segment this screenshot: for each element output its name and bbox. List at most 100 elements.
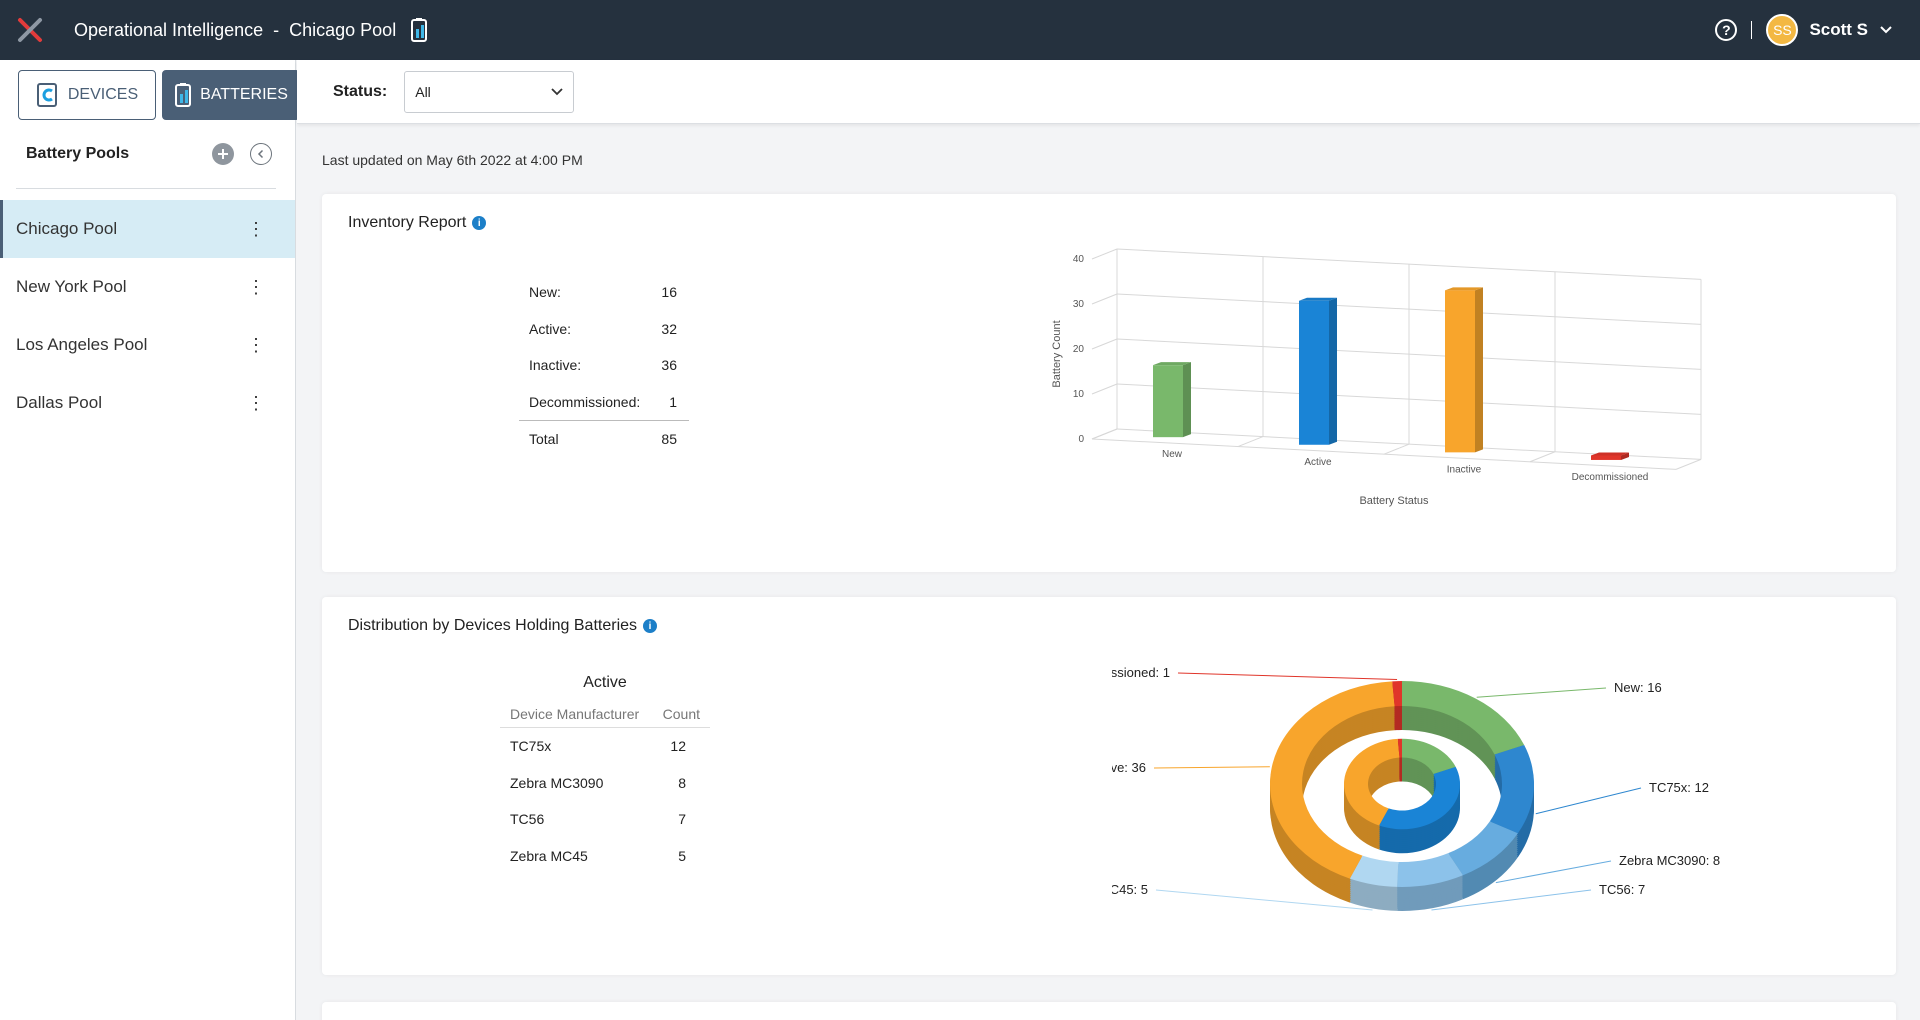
top-bar: Operational Intelligence - Chicago Pool …: [0, 0, 1920, 60]
pool-item-chicago[interactable]: Chicago Pool ⋮: [0, 200, 295, 258]
slice: [1397, 738, 1402, 758]
pool-item-dallas[interactable]: Dallas Pool ⋮: [0, 374, 295, 432]
x-tick-label: Decommissioned: [1572, 472, 1649, 483]
bar-top: [1299, 297, 1337, 301]
table-row: TC75x 12: [500, 728, 710, 765]
battery-pools-heading: Battery Pools: [26, 145, 130, 162]
more-options-icon[interactable]: ⋮: [247, 393, 265, 413]
sidebar: DEVICES BATTERIES Battery Pools: [0, 60, 300, 1020]
bar: [1445, 287, 1483, 453]
slice: [1344, 738, 1400, 826]
more-options-icon[interactable]: ⋮: [247, 219, 265, 239]
slice-label: New: 16: [1614, 680, 1662, 695]
row-value: 16: [661, 284, 677, 301]
row-label: Zebra MC3090: [510, 774, 604, 791]
app-logo[interactable]: [0, 0, 60, 60]
bar-front: [1299, 300, 1329, 445]
x-axis-label: Battery Status: [1359, 495, 1429, 507]
plus-icon: [218, 149, 228, 159]
table-row: TC56 7: [500, 801, 710, 838]
help-icon[interactable]: ?: [1715, 19, 1738, 41]
y-axis-label: Battery Count: [1051, 320, 1063, 387]
user-name[interactable]: Scott S: [1809, 20, 1868, 39]
divider: [16, 188, 276, 189]
table-row: Inactive: 36: [519, 347, 689, 384]
inventory-report-card: Inventory Report i New: 16 Active: 32 Inac…: [322, 194, 1896, 572]
y-tick-label: 10: [1073, 389, 1085, 400]
pool-list: Chicago Pool ⋮ New York Pool ⋮ Los Angel…: [0, 200, 295, 432]
add-pool-button[interactable]: [212, 143, 234, 165]
pool-item-los-angeles[interactable]: Los Angeles Pool ⋮: [0, 316, 295, 374]
row-label: New:: [529, 284, 561, 301]
slice: [1392, 681, 1402, 707]
info-icon[interactable]: i: [643, 619, 658, 633]
label-connector: [1155, 889, 1373, 911]
filter-bar: Status: All: [297, 60, 1920, 124]
info-icon[interactable]: i: [472, 216, 487, 230]
row-value: 32: [661, 320, 677, 337]
grid-line: [1116, 248, 1702, 280]
bar-side: [1183, 362, 1191, 438]
bar: [1299, 297, 1337, 445]
table-row: New: 16: [519, 274, 689, 311]
grid-line: [1237, 436, 1264, 448]
distribution-card: Distribution by Devices Holding Batterie…: [322, 597, 1896, 975]
row-value: 85: [661, 430, 677, 447]
pool-label: Dallas Pool: [16, 393, 102, 412]
battery-pools-header: Battery Pools: [26, 142, 272, 166]
pool-item-new-york[interactable]: New York Pool ⋮: [0, 258, 295, 316]
page-title: Chicago Pool: [289, 19, 397, 40]
slice: [1349, 855, 1399, 887]
bar-side: [1621, 452, 1629, 460]
battery-icon: [410, 17, 432, 43]
table-row: Active: 32: [519, 311, 689, 348]
status-select[interactable]: All: [404, 70, 575, 113]
batteries-button[interactable]: BATTERIES: [162, 70, 300, 120]
row-value: 12: [670, 738, 686, 755]
row-value: 8: [678, 774, 686, 791]
battery-status-bar-chart: 0 10 20 30 40 New Active Inactive Decommissioned…: [1051, 248, 1702, 507]
row-label: Decommissioned:: [529, 393, 641, 410]
card-title: Inventory Report i: [348, 214, 487, 232]
label-connector: [1495, 860, 1612, 884]
table-row: Zebra MC3090 8: [500, 765, 710, 802]
y-tick-label: 40: [1073, 254, 1085, 265]
grid-line: [1675, 458, 1702, 470]
devices-button[interactable]: DEVICES: [18, 70, 156, 120]
slice-label: Inactive: 36: [1112, 760, 1146, 775]
collapse-sidebar-button[interactable]: [250, 143, 272, 165]
bar-front: [1153, 365, 1183, 438]
table-header: Device Manufacturer Count: [500, 700, 710, 728]
slice: [1402, 681, 1525, 755]
distribution-donut-chart: New: 16 TC75x: 12 Zebra MC3090: 8 TC56: 7 Ze…: [1112, 665, 1720, 911]
chevron-left-icon: [257, 149, 264, 159]
label-connector: [1177, 672, 1398, 681]
inventory-title: Inventory Report: [348, 214, 467, 231]
slice-label: TC75x: 12: [1649, 780, 1709, 795]
more-options-icon[interactable]: ⋮: [247, 335, 265, 355]
row-value: 36: [661, 357, 677, 374]
bar-side: [1475, 287, 1483, 453]
col-count: Count: [662, 705, 700, 722]
table-title: Active: [583, 674, 627, 691]
avatar[interactable]: SS: [1766, 14, 1799, 46]
row-label: TC56: [510, 811, 545, 828]
batteries-label: BATTERIES: [200, 86, 288, 103]
grid-line: [1383, 443, 1410, 455]
slice-label: Zebra MC3090: 8: [1619, 853, 1720, 868]
slice: [1402, 738, 1456, 774]
pool-label: Los Angeles Pool: [16, 335, 148, 354]
label-connector: [1535, 787, 1642, 815]
slice-label: Decommissioned: 1: [1112, 665, 1170, 680]
next-card: [322, 1002, 1896, 1020]
more-options-icon[interactable]: ⋮: [247, 277, 265, 297]
chevron-down-icon[interactable]: [1880, 26, 1892, 34]
outer-ring: [1270, 681, 1534, 911]
battery-icon: [175, 83, 192, 107]
table-row: Zebra MC45 5: [500, 838, 710, 875]
row-label: Zebra MC45: [510, 847, 588, 864]
x-tick-label: New: [1162, 449, 1183, 460]
slice: [1489, 745, 1534, 834]
bar: [1591, 452, 1629, 460]
table-row: Decommissioned: 1: [519, 384, 689, 421]
